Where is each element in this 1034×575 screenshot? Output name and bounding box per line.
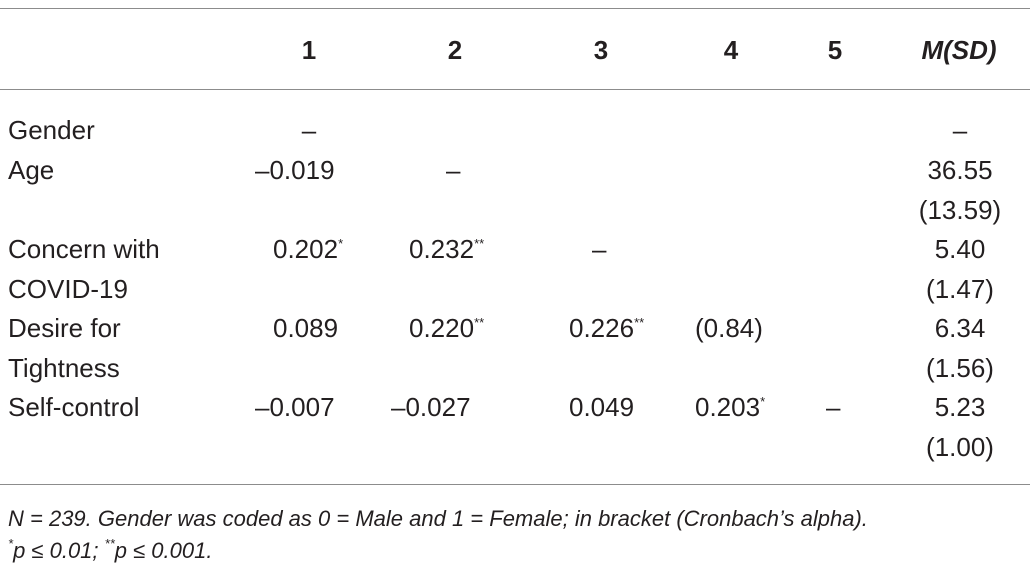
cell-c3: – — [592, 234, 607, 264]
cell-msd-sd: (1.56) — [926, 353, 994, 383]
row-label: Concern with — [8, 234, 160, 264]
cell-msd: – — [952, 115, 968, 145]
row-label-cont: COVID-19 — [8, 274, 128, 304]
row-label: Gender — [8, 115, 95, 145]
cell-c2: – — [446, 155, 461, 185]
cell-c1: 0.202* — [273, 234, 344, 264]
col-header-2: 2 — [447, 35, 463, 65]
col-header-5: 5 — [827, 35, 843, 65]
table-significance-note: *p ≤ 0.01; **p ≤ 0.001. — [8, 536, 213, 563]
cell-c3: 0.226** — [569, 313, 645, 343]
cell-c2: 0.232** — [409, 234, 485, 264]
cell-c2: 0.220** — [409, 313, 485, 343]
row-label: Age — [8, 155, 55, 185]
cell-c3: 0.049 — [569, 392, 635, 422]
table-header-rule — [0, 89, 1030, 90]
cell-c4: 0.203* — [695, 392, 766, 422]
cell-msd: 5.40 — [934, 234, 986, 264]
table-top-rule — [0, 8, 1030, 9]
table-bottom-rule — [0, 484, 1030, 485]
sig-mark: ** — [474, 315, 485, 330]
col-header-1: 1 — [301, 35, 317, 65]
cell-c1: – — [301, 115, 317, 145]
sig-mark: ** — [634, 315, 645, 330]
cell-c1: –0.019 — [255, 155, 335, 185]
cell-c1: 0.089 — [273, 313, 339, 343]
cell-c5: – — [826, 392, 841, 422]
sig-mark: ** — [104, 536, 115, 551]
col-header-3: 3 — [593, 35, 609, 65]
cell-c2: –0.027 — [391, 392, 471, 422]
sig-mark: * — [338, 236, 344, 251]
cell-msd: 5.23 — [934, 392, 986, 422]
row-label-cont: Tightness — [8, 353, 120, 383]
sig-mark: * — [760, 394, 766, 409]
cell-msd: 6.34 — [934, 313, 986, 343]
sig-mark: ** — [474, 236, 485, 251]
cell-c1: –0.007 — [255, 392, 335, 422]
cell-msd-sd: (1.00) — [926, 432, 994, 462]
cell-msd-sd: (13.59) — [918, 195, 1002, 225]
cell-c4: (0.84) — [695, 313, 763, 343]
cell-msd: 36.55 — [927, 155, 993, 185]
table-footnote: N = 239. Gender was coded as 0 = Male an… — [8, 506, 868, 531]
row-label: Self-control — [8, 392, 140, 422]
col-header-msd: M(SD) — [921, 35, 997, 65]
row-label: Desire for — [8, 313, 121, 343]
sig-mark: * — [8, 536, 14, 551]
cell-msd-sd: (1.47) — [926, 274, 994, 304]
col-header-4: 4 — [723, 35, 739, 65]
